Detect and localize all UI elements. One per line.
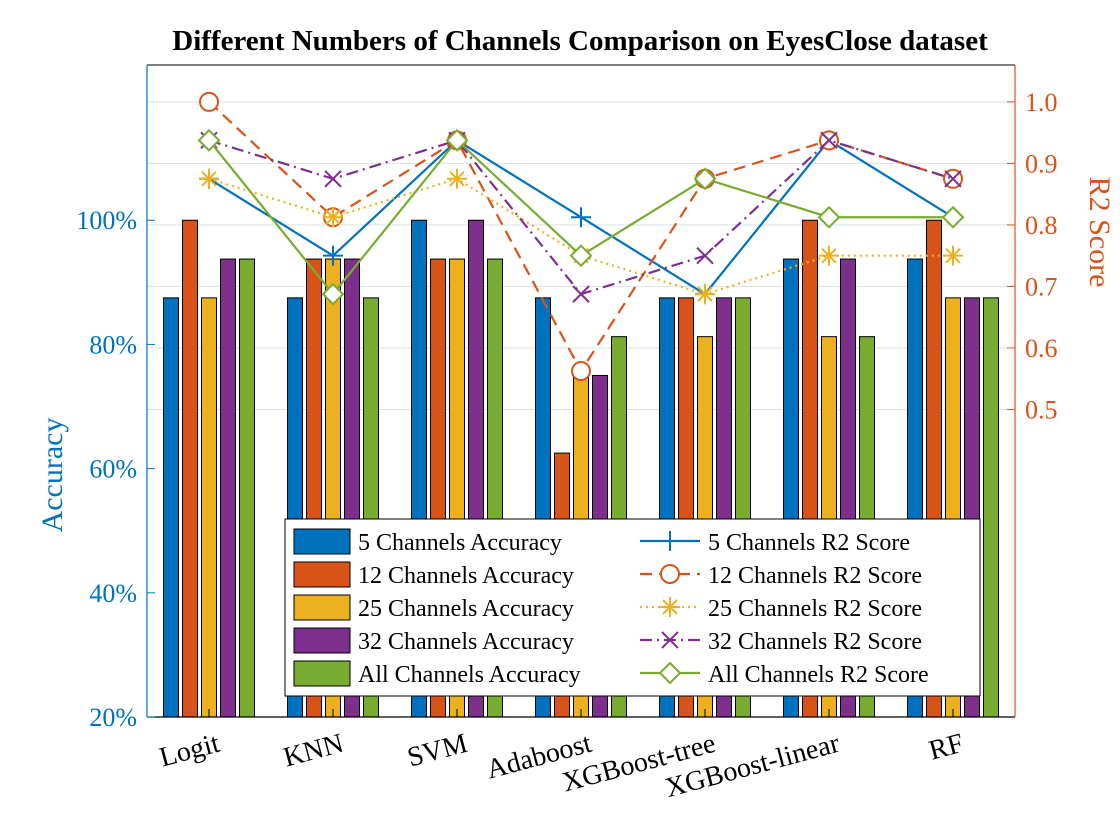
legend-marker-1-c xyxy=(660,564,680,584)
legend-marker-1 xyxy=(660,564,680,584)
marker-s2-c2-d2 xyxy=(449,171,465,187)
marker-s1-c0 xyxy=(199,91,219,112)
marker-s4-c4 xyxy=(693,167,717,191)
marker-s2-c1 xyxy=(323,207,343,228)
marker-s3-c6-d2 xyxy=(944,170,962,188)
tick-x-label-6: RF xyxy=(926,728,967,767)
legend-label-line-2: 25 Channels R2 Score xyxy=(708,596,922,622)
legend-label-bar-2: 25 Channels Accuracy xyxy=(358,596,574,622)
marker-s2-c2 xyxy=(447,168,467,189)
bar-s2-c0 xyxy=(201,297,217,718)
y-axis-label-left: Accuracy xyxy=(36,418,69,533)
marker-s3-c1-d2 xyxy=(324,170,342,188)
marker-s2-c0 xyxy=(199,168,219,189)
tick-x-label-0: Logit xyxy=(156,728,223,774)
legend-label-line-3: 32 Channels R2 Score xyxy=(708,629,922,655)
tick-right-label-2: 0.7 xyxy=(1025,272,1058,301)
tick-right-label-5: 1.0 xyxy=(1025,88,1058,117)
marker-s4-c0 xyxy=(197,128,221,152)
legend-swatch-bar-1 xyxy=(293,561,351,588)
marker-s3-c4 xyxy=(696,246,714,265)
marker-s4-c6 xyxy=(941,205,965,229)
marker-s2-c4 xyxy=(695,284,715,305)
marker-s2-c0-d2 xyxy=(201,171,217,187)
marker-s4-c2-p xyxy=(445,128,469,152)
bar-s1-c0 xyxy=(182,219,198,718)
marker-s4-c6-p xyxy=(941,205,965,229)
legend-marker-4-p xyxy=(658,661,682,685)
legend-marker-3-d2 xyxy=(661,631,679,649)
marker-s2-c6 xyxy=(943,245,963,266)
marker-s3-c5-d2 xyxy=(820,131,838,150)
marker-s3-c6 xyxy=(944,170,962,188)
marker-s1-c3-c xyxy=(571,361,591,382)
tick-left-label-0: 20% xyxy=(89,703,137,732)
marker-s4-c1 xyxy=(321,282,345,306)
marker-s1-c0-c xyxy=(199,91,219,112)
legend-marker-2 xyxy=(660,597,680,617)
tick-right-label-0: 0.5 xyxy=(1025,395,1058,424)
marker-s3-c1 xyxy=(324,170,342,188)
legend-swatch-bar-4 xyxy=(293,660,351,687)
bar-s0-c0 xyxy=(163,297,179,718)
legend-label-line-4: All Channels R2 Score xyxy=(708,662,929,688)
lines xyxy=(197,91,965,382)
marker-s4-c5-p xyxy=(817,205,841,229)
tick-left-label-4: 100% xyxy=(76,206,137,235)
legend-marker-3 xyxy=(661,631,679,649)
marker-s3-c3-d2 xyxy=(572,285,590,303)
legend-swatch-bar-2 xyxy=(293,594,351,621)
marker-s1-c3 xyxy=(571,361,591,382)
marker-s4-c5 xyxy=(817,205,841,229)
legend-swatch-bar-3 xyxy=(293,627,351,654)
tick-left-label-3: 80% xyxy=(89,330,137,359)
legend-label-line-0: 5 Channels R2 Score xyxy=(708,530,910,556)
legend: 5 Channels Accuracy 12 Channels Accuracy 2… xyxy=(284,518,981,697)
legend-label-line-1: 12 Channels R2 Score xyxy=(708,563,922,589)
marker-s2-c1-d2 xyxy=(325,209,341,225)
legend-label-bar-0: 5 Channels Accuracy xyxy=(358,530,562,556)
marker-s2-c4-d2 xyxy=(697,286,713,302)
bar-s3-c0 xyxy=(220,258,236,718)
marker-s3-c3 xyxy=(572,285,590,303)
marker-s0-c3 xyxy=(571,207,591,228)
marker-s4-c3-p xyxy=(569,244,593,268)
chart-title: Different Numbers of Channels Comparison… xyxy=(172,25,988,57)
bar-s4-c6 xyxy=(983,297,999,718)
tick-x-label-2: SVM xyxy=(404,728,471,774)
legend-marker-4 xyxy=(658,661,682,685)
tick-left-label-1: 40% xyxy=(89,579,137,608)
marker-s2-c5-d2 xyxy=(821,247,837,264)
legend-swatch-bar-0 xyxy=(293,528,351,555)
marker-s4-c2 xyxy=(445,128,469,152)
y-axis-label-right: R2 Score xyxy=(1083,177,1116,288)
legend-label-bar-1: 12 Channels Accuracy xyxy=(358,563,574,589)
legend-marker-2-d2 xyxy=(662,599,678,615)
legend-label-bar-3: 32 Channels Accuracy xyxy=(358,629,574,655)
marker-s2-c5 xyxy=(819,245,839,266)
legend-label-bar-4: All Channels Accuracy xyxy=(358,662,581,688)
marker-s4-c4-p xyxy=(693,167,717,191)
legend-marker-0 xyxy=(660,531,680,551)
tick-right-label-4: 0.9 xyxy=(1025,149,1058,178)
bar-s4-c0 xyxy=(239,258,255,718)
tick-right-label-1: 0.6 xyxy=(1025,334,1058,363)
legend-box xyxy=(284,518,981,697)
tick-left-label-2: 60% xyxy=(89,455,137,484)
marker-s3-c5 xyxy=(820,131,838,150)
marker-s0-c1 xyxy=(323,245,343,266)
tick-right-label-3: 0.8 xyxy=(1025,211,1058,240)
marker-s4-c1-p xyxy=(321,282,345,306)
marker-s3-c4-d2 xyxy=(696,246,714,265)
marker-s4-c0-p xyxy=(197,128,221,152)
marker-s2-c6-d2 xyxy=(945,247,961,264)
marker-s4-c3 xyxy=(569,244,593,268)
tick-x-label-1: KNN xyxy=(280,728,347,774)
